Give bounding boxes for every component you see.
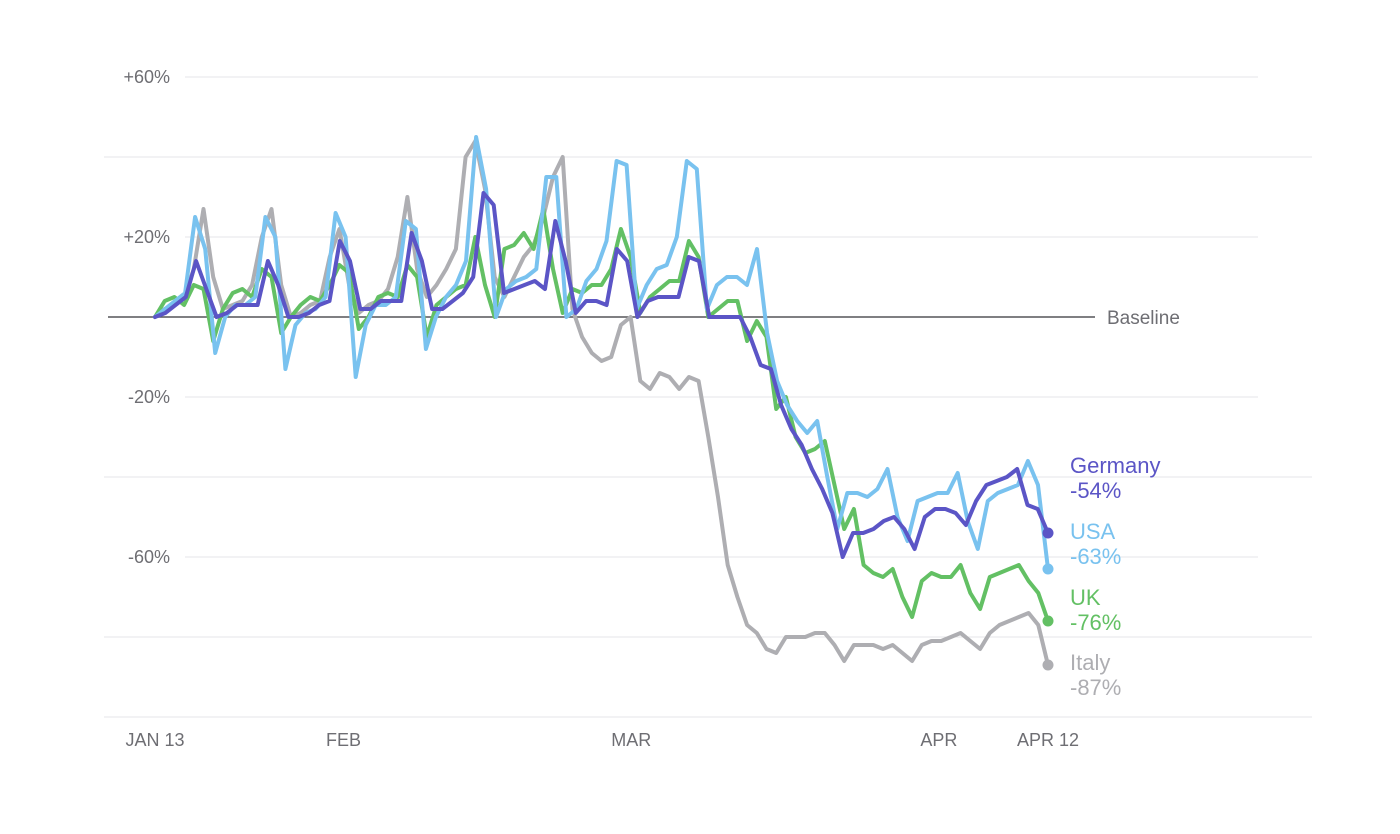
series-line-germany	[153, 191, 1050, 559]
y-tick-label: -20%	[128, 387, 170, 407]
series-name-uk: UK	[1070, 585, 1101, 610]
series-value-uk: -76%	[1070, 610, 1121, 635]
x-tick-label: APR 12	[1017, 730, 1079, 750]
series-end-dot-uk	[1042, 615, 1054, 627]
series-value-usa: -63%	[1070, 544, 1121, 569]
series-line-italy	[153, 139, 1050, 667]
x-tick-label: FEB	[326, 730, 361, 750]
y-tick-label: +60%	[123, 67, 170, 87]
x-axis-ticks: JAN 13 FEB MAR APR APR 12	[125, 730, 1079, 750]
x-tick-label: JAN 13	[125, 730, 184, 750]
series-line-uk	[153, 207, 1050, 623]
series-name-italy: Italy	[1070, 650, 1110, 675]
x-tick-label: MAR	[611, 730, 651, 750]
series-value-germany: -54%	[1070, 478, 1121, 503]
series-end-dot-usa	[1042, 563, 1054, 575]
series-name-usa: USA	[1070, 519, 1116, 544]
series-lines	[153, 135, 1054, 671]
series-name-germany: Germany	[1070, 453, 1160, 478]
series-value-italy: -87%	[1070, 675, 1121, 700]
y-axis-ticks: +60% +20% -20% -60%	[123, 67, 170, 567]
series-end-dot-germany	[1042, 527, 1054, 539]
x-tick-label: APR	[920, 730, 957, 750]
y-tick-label: -60%	[128, 547, 170, 567]
series-end-dot-italy	[1042, 659, 1054, 671]
series-labels: Italy-87% UK-76% USA-63% Germany-54%	[1070, 453, 1160, 700]
series-line-usa	[153, 135, 1050, 571]
y-tick-label: +20%	[123, 227, 170, 247]
gridlines	[104, 76, 1312, 718]
baseline-label: Baseline	[1107, 308, 1180, 329]
